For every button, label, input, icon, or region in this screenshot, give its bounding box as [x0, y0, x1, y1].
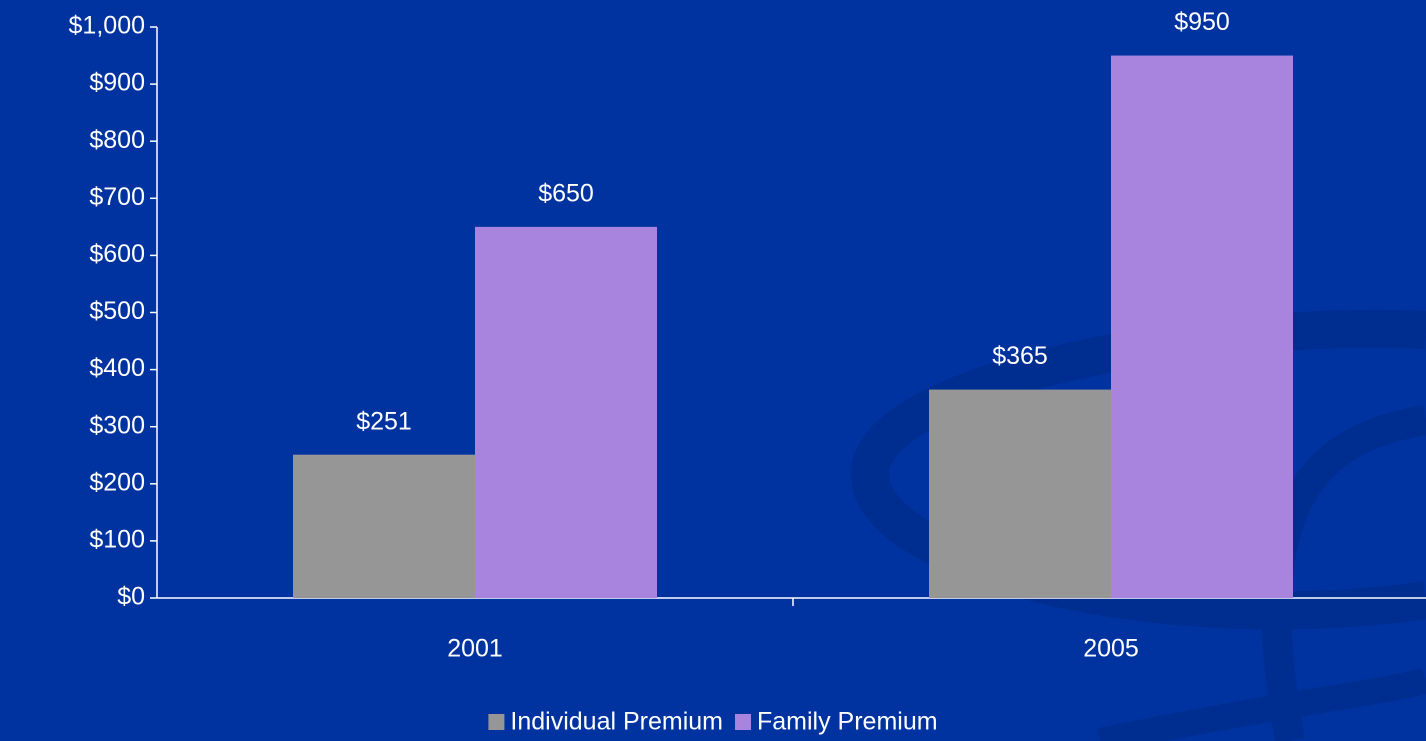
- y-tick-label: $700: [89, 183, 145, 211]
- y-tick-label: $0: [117, 583, 145, 611]
- y-tick-label: $500: [89, 297, 145, 325]
- value-label: $650: [538, 179, 594, 207]
- y-tick-label: $800: [89, 126, 145, 154]
- y-tick-label: $1,000: [69, 12, 145, 40]
- bar: [475, 226, 657, 598]
- y-tick-label: $200: [89, 468, 145, 496]
- bar: [1111, 55, 1293, 599]
- legend-swatch: [735, 714, 752, 730]
- value-label: $365: [992, 342, 1048, 370]
- legend-label: Family Premium: [757, 708, 938, 736]
- x-tick-label: 2005: [1083, 635, 1139, 663]
- y-tick-label: $400: [89, 354, 145, 382]
- bar: [293, 454, 475, 598]
- y-tick-label: $600: [89, 240, 145, 268]
- x-tick-label: 2001: [447, 635, 503, 663]
- plot-area: $0 $100 $200 $300 $400 $500 $600 $700 $800 $900 $1…: [69, 8, 1426, 736]
- value-label: $950: [1174, 8, 1230, 36]
- y-tick-label: $300: [89, 411, 145, 439]
- legend-swatch: [488, 714, 505, 730]
- y-tick-label: $900: [89, 69, 145, 97]
- y-tick-label: $100: [89, 526, 145, 554]
- value-label: $251: [356, 407, 412, 435]
- bar: [929, 389, 1111, 598]
- legend-label: Individual Premium: [510, 708, 723, 736]
